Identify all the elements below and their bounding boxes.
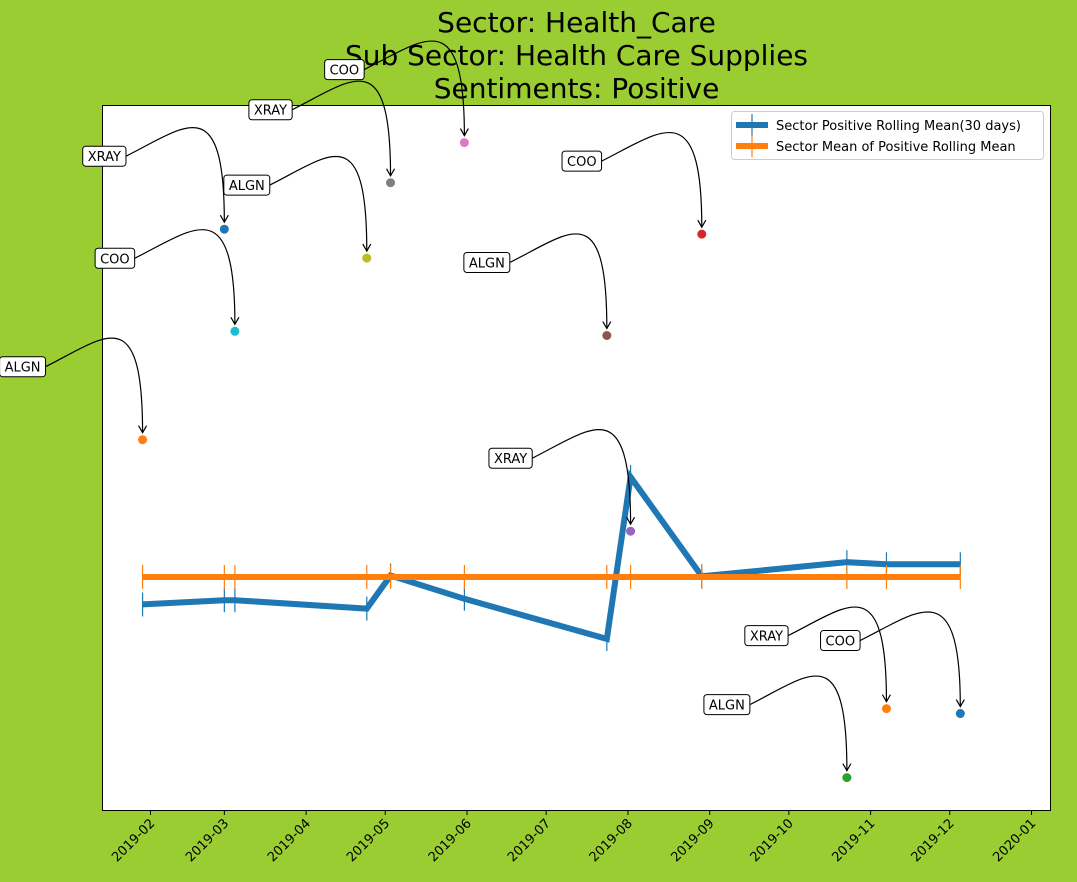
annotation-arrow <box>363 40 469 137</box>
annotation-label: ALGN <box>469 257 505 272</box>
series-line-0 <box>142 469 961 643</box>
annotation-label: COO <box>826 635 856 650</box>
legend-entry-1: Sector Mean of Positive Rolling Mean <box>776 140 1016 155</box>
annotation-point <box>602 331 612 341</box>
x-tick-label: 2019-04 <box>265 816 314 865</box>
annotation-callout: XRAY <box>82 145 127 167</box>
annotation-point <box>362 253 372 263</box>
annotation-point <box>230 326 240 336</box>
annotation-point <box>459 138 469 148</box>
annotation-callout: XRAY <box>248 99 293 121</box>
annotation-callout: COO <box>561 150 603 172</box>
annotation-point <box>955 709 965 719</box>
annotation-label: XRAY <box>750 630 783 645</box>
annotation-point <box>697 229 707 239</box>
annotation-label: ALGN <box>709 699 745 714</box>
annotation-point <box>626 526 636 536</box>
annotation-arrow <box>509 233 612 330</box>
annotation-arrow <box>859 611 965 708</box>
x-tick-label: 2019-03 <box>183 816 232 865</box>
title-line-sector: Sector: Health_Care <box>437 6 716 39</box>
x-tick-label: 2020-01 <box>990 816 1039 865</box>
annotation-arrow <box>531 429 636 526</box>
annotation-arrow <box>45 337 148 434</box>
legend-entry-0: Sector Positive Rolling Mean(30 days) <box>776 119 1021 134</box>
annotation-callout: ALGN <box>463 252 511 274</box>
annotation-point <box>138 435 148 445</box>
plot-area <box>102 105 1051 811</box>
x-tick-label: 2019-08 <box>587 816 636 865</box>
annotation-callout: COO <box>820 630 861 652</box>
annotation-arrow <box>749 675 852 772</box>
annotation-callout: ALGN <box>0 356 47 378</box>
x-tick-label: 2019-10 <box>748 816 797 865</box>
annotation-callout: ALGN <box>223 174 271 196</box>
chart-title: Sector: Health_Care Sub Sector: Health C… <box>0 6 1077 105</box>
annotation-arrow <box>269 155 372 253</box>
x-tick-label: 2019-07 <box>505 816 554 865</box>
annotation-point <box>881 704 891 714</box>
annotation-label: ALGN <box>5 361 41 376</box>
annotation-label: XRAY <box>88 150 121 165</box>
annotation-label: COO <box>100 252 130 267</box>
annotation-arrow <box>125 127 229 224</box>
x-tick-label: 2019-12 <box>909 816 958 865</box>
x-tick-label: 2019-09 <box>669 816 718 865</box>
annotation-arrow <box>291 80 396 177</box>
annotation-callout: COO <box>94 247 136 269</box>
title-line-subsector: Sub Sector: Health Care Supplies <box>344 39 809 72</box>
annotation-callout: COO <box>324 59 365 81</box>
annotation-label: XRAY <box>254 104 287 119</box>
annotation-label: ALGN <box>229 179 265 194</box>
x-tick-label: 2019-02 <box>109 816 158 865</box>
annotation-point <box>386 178 396 188</box>
annotation-callout: XRAY <box>488 447 533 469</box>
annotation-point <box>842 773 852 783</box>
x-tick-label: 2019-06 <box>426 816 475 865</box>
annotation-label: XRAY <box>494 452 527 467</box>
annotation-label: COO <box>567 155 597 170</box>
annotation-label: COO <box>330 64 360 79</box>
x-tick-label: 2019-11 <box>829 816 878 865</box>
title-line-sentiment: Sentiments: Positive <box>433 72 720 105</box>
annotation-point <box>219 224 229 234</box>
annotation-arrow <box>787 606 891 703</box>
x-tick-label: 2019-05 <box>344 816 393 865</box>
legend-box <box>731 111 1044 160</box>
annotation-arrow <box>134 229 240 326</box>
annotation-callout: ALGN <box>703 694 751 716</box>
annotation-arrow <box>601 131 707 229</box>
annotation-callout: XRAY <box>744 625 789 647</box>
